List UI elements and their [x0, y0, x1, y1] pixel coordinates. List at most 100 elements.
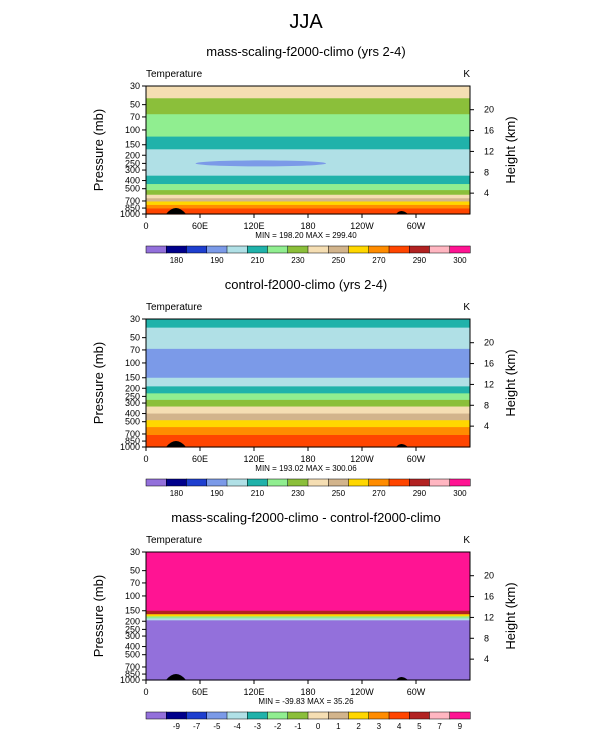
colorbar-swatch: [388, 245, 410, 254]
contour-band-9: [146, 194, 470, 199]
colorbar-label: 3: [377, 722, 382, 731]
colorbar-swatch: [328, 711, 350, 720]
contour-band-3: [146, 114, 470, 138]
colorbar-swatch: [145, 478, 167, 487]
colorbar-swatch: [145, 711, 167, 720]
contour-band-10: [146, 198, 470, 203]
colorbar-swatch: [348, 711, 370, 720]
y-tick-label: 700: [125, 429, 140, 439]
colorbar-label: 180: [170, 489, 184, 498]
colorbar-label: -2: [274, 722, 282, 731]
colorbar-swatch: [307, 245, 329, 254]
x-tick-label: 0: [143, 454, 148, 464]
y-right-tick-label: 12: [484, 146, 494, 156]
contour-band-1: [146, 552, 470, 612]
y-tick-label: 500: [125, 650, 140, 660]
x-tick-label: 120W: [350, 454, 374, 464]
contour-band-1: [146, 86, 470, 99]
y-right-tick-label: 20: [484, 571, 494, 581]
y-tick-label: 400: [125, 642, 140, 652]
y-right-tick-label: 8: [484, 633, 489, 643]
colorbar-swatch: [186, 711, 208, 720]
colorbar-swatch: [206, 478, 228, 487]
contour-band-4: [146, 616, 470, 620]
contour-band-11: [146, 201, 470, 206]
y-tick-label: 100: [125, 591, 140, 601]
y-tick-label: 400: [125, 409, 140, 419]
variable-label: Temperature: [146, 69, 203, 80]
colorbar-swatch: [206, 711, 228, 720]
contour-band-5: [146, 386, 470, 394]
colorbar-label: 1: [336, 722, 341, 731]
colorbar-swatch: [368, 478, 390, 487]
contour-band-11: [146, 427, 470, 436]
colorbar-label: 190: [210, 489, 224, 498]
y-tick-label: 700: [125, 662, 140, 672]
panel-1: mass-scaling-f2000-climo (yrs 2-4)Temper…: [91, 44, 518, 265]
colorbar-swatch: [348, 478, 370, 487]
y-tick-label: 30: [130, 81, 140, 91]
contour-band-7: [146, 399, 470, 408]
colorbar-swatch: [226, 711, 248, 720]
colorbar-swatch: [145, 245, 167, 254]
x-tick-label: 60E: [192, 454, 208, 464]
min-max-stats: MIN = 193.02 MAX = 300.06: [255, 464, 357, 473]
contour-band-8: [146, 190, 470, 196]
topography-2: [396, 677, 408, 680]
y-tick-label: 250: [125, 624, 140, 634]
contour-band-2: [146, 98, 470, 115]
colorbar-swatch: [267, 478, 289, 487]
contour-band-13: [146, 208, 470, 215]
y-right-axis-title: Height (km): [503, 582, 518, 649]
y-tick-label: 70: [130, 345, 140, 355]
y-right-tick-label: 4: [484, 421, 489, 431]
panel-3: mass-scaling-f2000-climo - control-f2000…: [91, 510, 518, 731]
x-tick-label: 120W: [350, 687, 374, 697]
colorbar-swatch: [429, 245, 451, 254]
colorbar-label: 290: [413, 256, 427, 265]
y-tick-label: 400: [125, 176, 140, 186]
units-label: K: [463, 535, 470, 546]
colorbar-swatch: [348, 245, 370, 254]
colorbar-swatch: [429, 478, 451, 487]
contour-band-3: [146, 614, 470, 617]
colorbar-swatch: [287, 245, 309, 254]
y-tick-label: 1000: [120, 209, 140, 219]
colorbar-label: 210: [251, 256, 265, 265]
y-tick-label: 300: [125, 165, 140, 175]
panels: mass-scaling-f2000-climo (yrs 2-4)Temper…: [91, 44, 518, 731]
y-tick-label: 700: [125, 196, 140, 206]
y-tick-label: 70: [130, 112, 140, 122]
colorbar-swatch: [267, 245, 289, 254]
topography-1: [166, 441, 186, 447]
y-tick-label: 1000: [120, 442, 140, 452]
contour-band-7: [146, 184, 470, 191]
x-tick-label: 60W: [407, 687, 426, 697]
x-tick-label: 60W: [407, 221, 426, 231]
y-tick-label: 70: [130, 578, 140, 588]
topography-2: [396, 444, 408, 447]
y-tick-label: 200: [125, 383, 140, 393]
variable-label: Temperature: [146, 302, 203, 313]
contour-band-9: [146, 413, 470, 421]
colorbar-label: -7: [193, 722, 201, 731]
y-tick-label: 300: [125, 398, 140, 408]
topography-1: [166, 674, 186, 680]
colorbar-swatch: [307, 478, 329, 487]
colorbar-label: 290: [413, 489, 427, 498]
y-tick-label: 850: [125, 669, 140, 679]
colorbar-label: -5: [213, 722, 221, 731]
colorbar-swatch: [328, 478, 350, 487]
x-tick-label: 60E: [192, 221, 208, 231]
colorbar-label: -4: [234, 722, 242, 731]
contour-band-1: [146, 319, 470, 329]
y-right-tick-label: 12: [484, 379, 494, 389]
y-right-tick-label: 4: [484, 654, 489, 664]
panel-title: control-f2000-climo (yrs 2-4): [225, 277, 388, 292]
x-tick-label: 0: [143, 687, 148, 697]
y-right-tick-label: 8: [484, 400, 489, 410]
colorbar-swatch: [449, 245, 471, 254]
colorbar-label: 300: [453, 489, 467, 498]
contour-band-8: [146, 406, 470, 415]
